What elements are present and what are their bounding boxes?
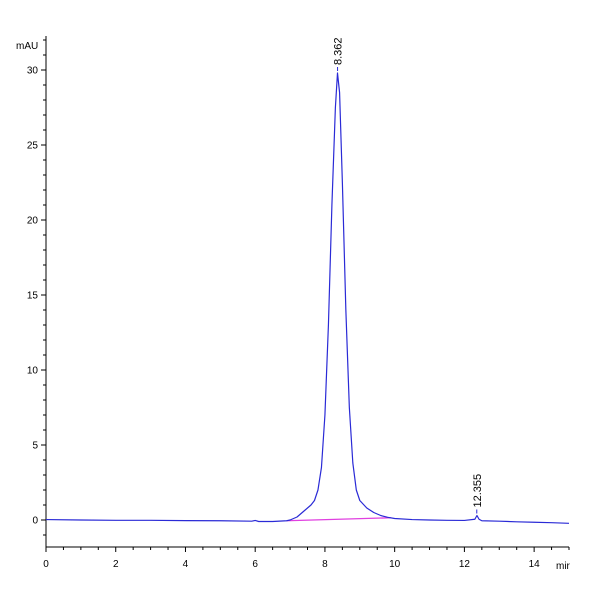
integration-baseline-layer — [286, 517, 392, 522]
peak-retention-label: 12.355 — [472, 474, 484, 508]
x-tick-label: 10 — [389, 559, 401, 570]
y-tick-label: 5 — [32, 441, 38, 452]
x-tick-label: 8 — [322, 559, 328, 570]
y-tick-label: 25 — [27, 141, 39, 152]
x-tick-label: 0 — [43, 559, 49, 570]
chromatogram-trace — [45, 72, 570, 524]
x-axis-label: mir — [556, 561, 571, 572]
y-axis-label: mAU — [16, 41, 38, 52]
integration-baseline — [286, 517, 392, 522]
y-tick-label: 20 — [27, 216, 39, 227]
y-tick-label: 0 — [32, 516, 38, 527]
peak-label-layer: 8.362 12.355 — [333, 37, 484, 514]
y-tick-label: 10 — [27, 366, 39, 377]
y-tick-label: 15 — [27, 291, 39, 302]
trace-layer — [45, 72, 570, 524]
axes: 0 5 10 15 20 25 30 0 2 4 6 8 10 12 14 — [27, 36, 570, 570]
x-tick-label: 14 — [529, 559, 541, 570]
x-tick-label: 2 — [113, 559, 119, 570]
x-tick-label: 12 — [459, 559, 471, 570]
x-tick-label: 6 — [252, 559, 258, 570]
peak-retention-label: 8.362 — [333, 37, 345, 65]
y-tick-label: 30 — [27, 66, 39, 77]
x-tick-label: 4 — [183, 559, 189, 570]
